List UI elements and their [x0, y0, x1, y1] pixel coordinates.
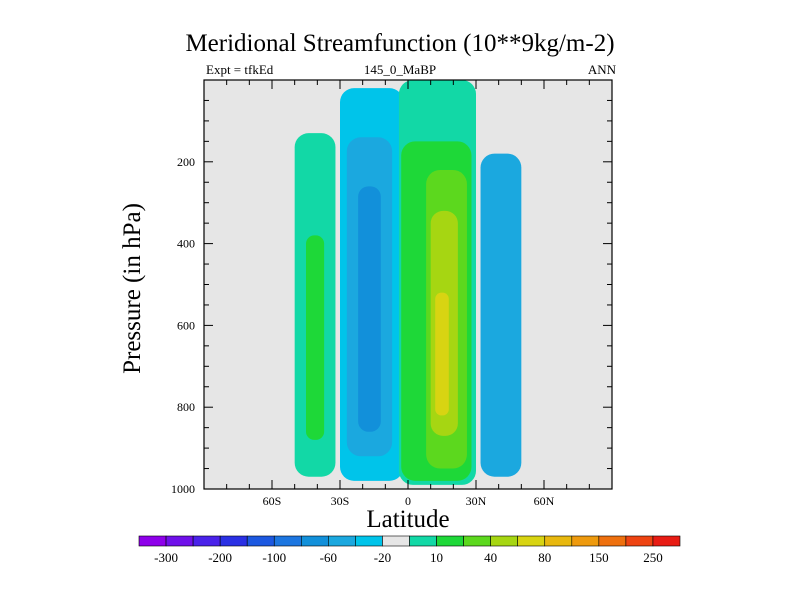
- colorbar-label: -20: [374, 550, 391, 565]
- colorbar-label: 150: [589, 550, 609, 565]
- colorbar-box: [138, 535, 167, 547]
- y-tick-label: 800: [177, 400, 195, 414]
- colorbar-label: 250: [643, 550, 663, 565]
- colorbar-label: -200: [208, 550, 232, 565]
- colorbar-label: 40: [484, 550, 497, 565]
- contour-layer: [294, 80, 522, 485]
- axes: 60S 30S 0 30N 60N 200 400 600 800 1000: [171, 80, 613, 508]
- colorbar-label: 10: [430, 550, 443, 565]
- colorbar-box: [300, 535, 329, 547]
- contour-region-10: [480, 153, 522, 477]
- experiment-label: Expt = tfkEd: [206, 62, 274, 77]
- y-axis-label: Pressure (in hPa): [119, 203, 146, 374]
- x-tick-label: 30N: [466, 494, 487, 508]
- colorbar-box: [463, 535, 491, 547]
- x-tick-label: 60N: [534, 494, 555, 508]
- colorbar-label: -60: [320, 550, 337, 565]
- colorbar-box: [409, 535, 437, 547]
- colorbar-box: [490, 535, 518, 547]
- period-label: 145_0_MaBP: [363, 62, 437, 77]
- x-tick-label: 30S: [331, 494, 350, 508]
- colorbar-box: [436, 535, 464, 547]
- colorbar-box: [273, 535, 302, 547]
- contour-region-1: [306, 235, 325, 440]
- y-tick-label: 600: [177, 318, 195, 332]
- colorbar-box: [328, 535, 356, 547]
- colorbar-box: [571, 535, 600, 547]
- season-label: ANN: [587, 62, 616, 77]
- colorbar-label: -100: [262, 550, 286, 565]
- colorbar-box: [192, 535, 221, 547]
- y-tick-label: 200: [177, 155, 195, 169]
- chart-title: Meridional Streamfunction (10**9kg/m-2): [185, 30, 615, 57]
- colorbar: -300 -200 -100 -60 -20 10 40 80 150 250: [138, 535, 681, 565]
- colorbar-box: [246, 535, 275, 547]
- colorbar-box: [544, 535, 573, 547]
- colorbar-box: [598, 535, 627, 547]
- colorbar-box: [382, 535, 410, 547]
- colorbar-box: [355, 535, 383, 547]
- y-tick-label: 1000: [171, 482, 195, 496]
- contour-region-4: [358, 186, 381, 432]
- x-tick-label: 60S: [263, 494, 282, 508]
- y-tick-label: 400: [177, 237, 195, 251]
- colorbar-label: -300: [154, 550, 178, 565]
- colorbar-box: [652, 535, 681, 547]
- colorbar-box: [165, 535, 194, 547]
- colorbar-box: [517, 535, 546, 547]
- contour-region-9: [435, 292, 449, 416]
- colorbar-box: [625, 535, 654, 547]
- x-tick-label: 0: [405, 494, 411, 508]
- x-axis-label: Latitude: [366, 506, 449, 533]
- colorbar-label: 80: [538, 550, 551, 565]
- colorbar-box: [219, 535, 248, 547]
